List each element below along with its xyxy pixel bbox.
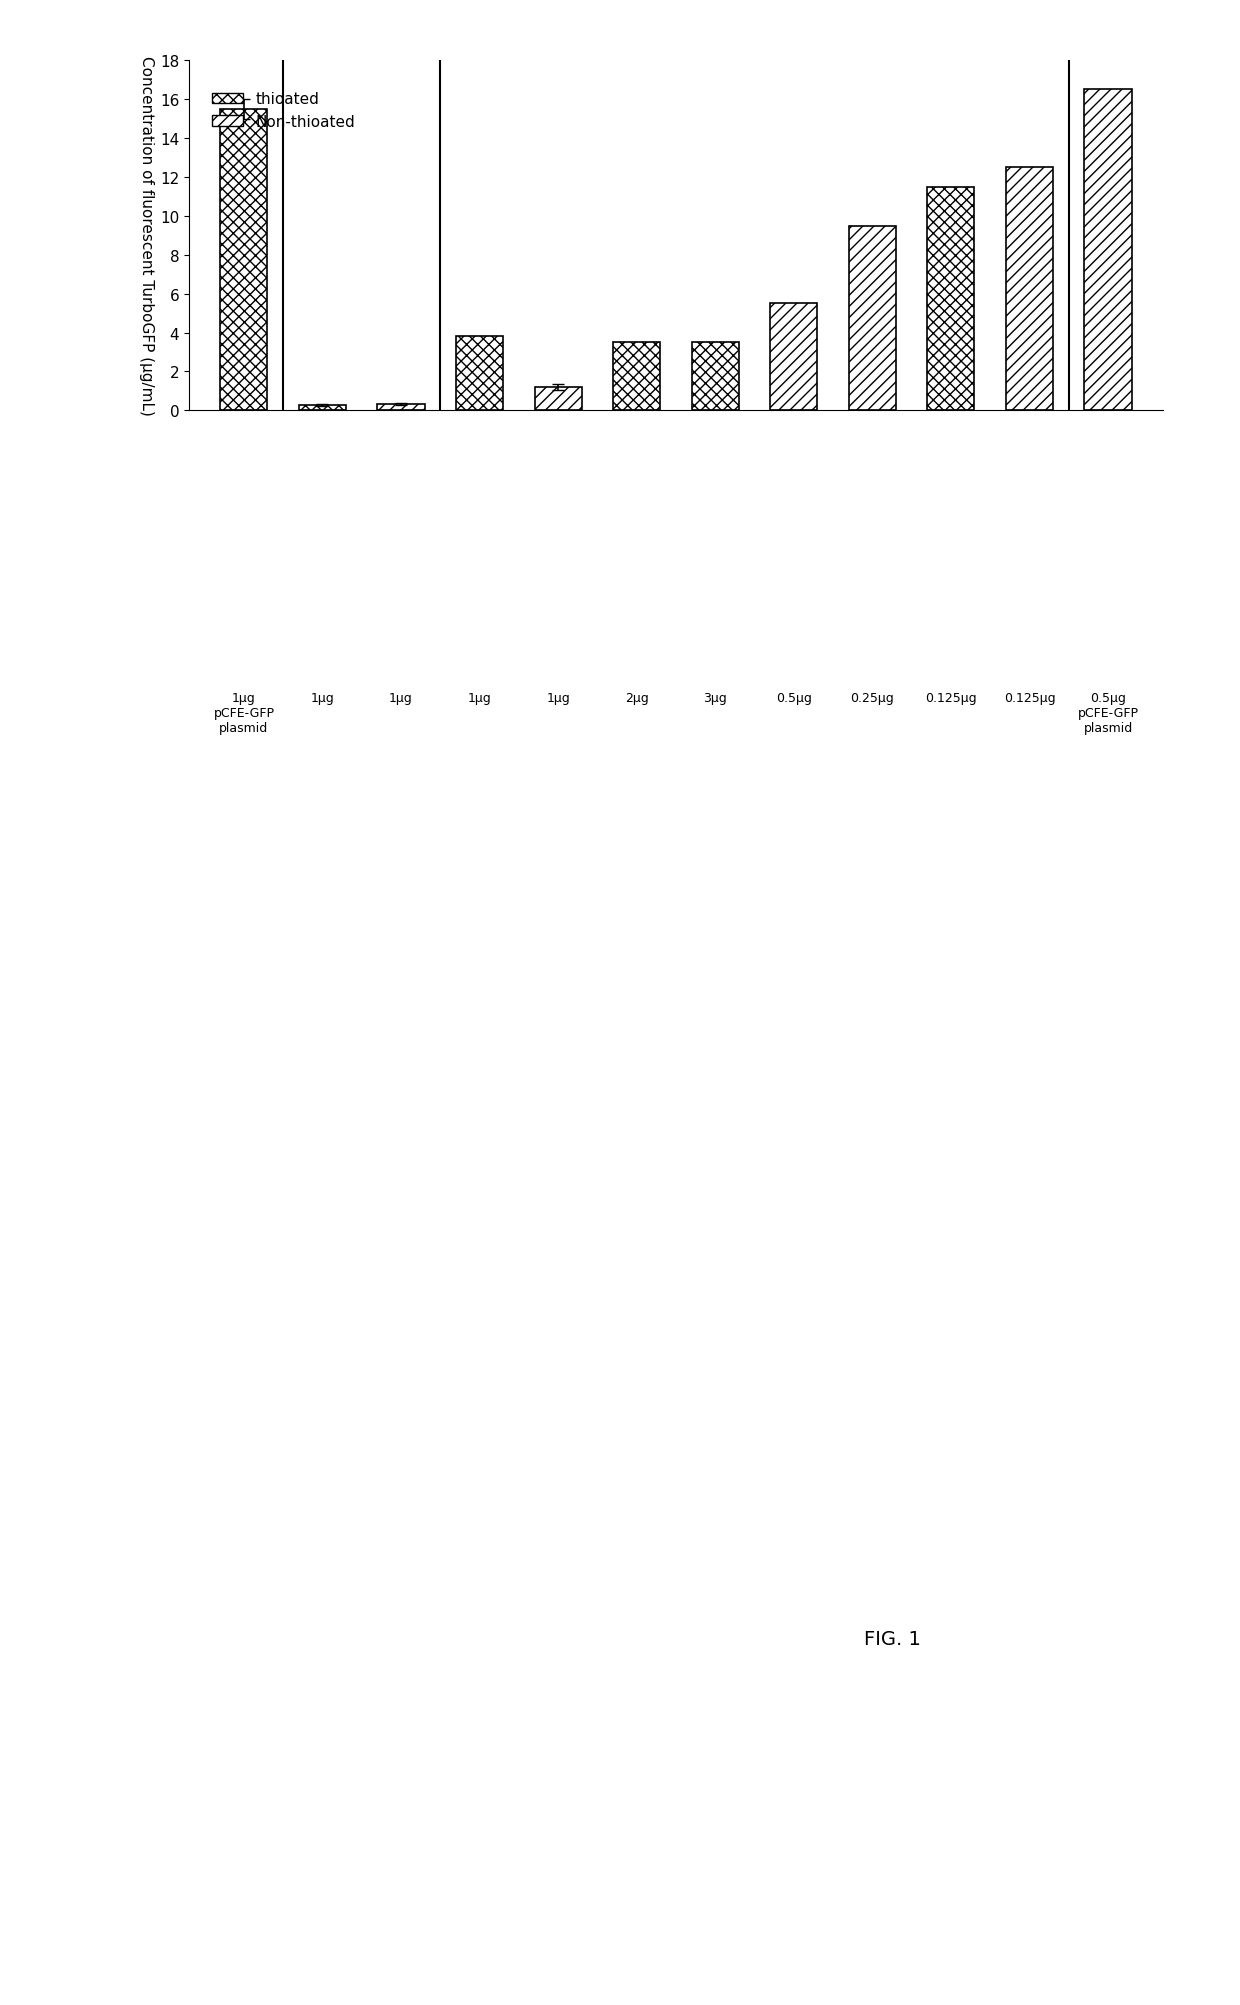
Bar [849,227,897,411]
Text: 0.125µg: 0.125µg [925,692,977,704]
Text: 0.5µg: 0.5µg [776,692,812,704]
Text: 1µg
pCFE-GFP
plasmid: 1µg pCFE-GFP plasmid [213,692,274,734]
Bar [692,343,739,411]
Text: 1µg: 1µg [310,692,335,704]
Bar [456,337,503,411]
Text: 1µg: 1µg [389,692,413,704]
Text: 3µg: 3µg [703,692,727,704]
Text: 2µg: 2µg [625,692,649,704]
Bar [1006,168,1053,411]
Legend: thioated, Non-thioated: thioated, Non-thioated [206,86,361,136]
Bar [221,110,268,411]
Bar [1085,90,1132,411]
Text: 0.125µg: 0.125µg [1003,692,1055,704]
Text: 1µg: 1µg [467,692,491,704]
Bar [299,405,346,411]
Bar [613,343,660,411]
Text: 0.5µg
pCFE-GFP
plasmid: 0.5µg pCFE-GFP plasmid [1078,692,1138,734]
Bar [928,188,975,411]
Text: 0.25µg: 0.25µg [851,692,894,704]
Bar [377,405,424,411]
Y-axis label: Concentration of fluorescent TurboGFP (µg/mL): Concentration of fluorescent TurboGFP (µ… [139,56,154,415]
Text: FIG. 1: FIG. 1 [864,1630,921,1648]
Text: 1µg: 1µg [547,692,570,704]
Bar [534,387,582,411]
Bar [770,305,817,411]
